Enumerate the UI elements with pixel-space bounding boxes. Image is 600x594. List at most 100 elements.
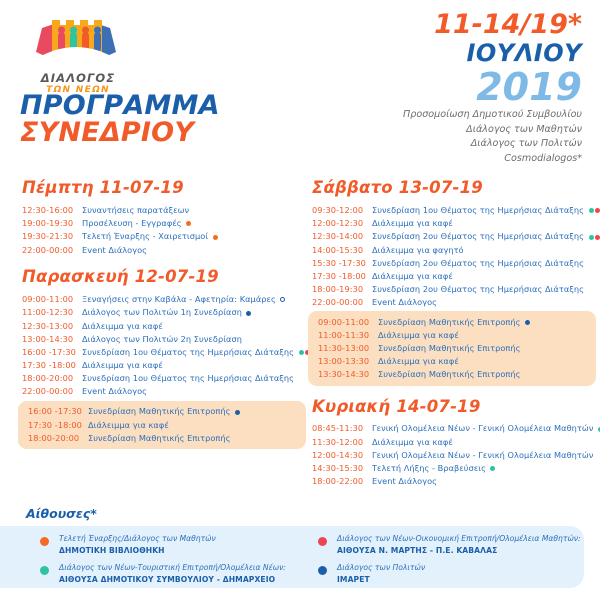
schedule-row-text: Ξεναγήσεις στην Καβάλα - Αφετηρία: Καμάρ… bbox=[82, 293, 276, 304]
marker-dot-red bbox=[595, 208, 600, 213]
schedule-row-text: Διάλειμμα για καφέ bbox=[372, 218, 453, 228]
schedule-row-description: Τελετή Έναρξης - Χαιρετισμοί bbox=[82, 231, 218, 242]
schedule-row[interactable]: 18:00-20:00 Συνεδρίαση 1ου Θέματος της Ημ… bbox=[18, 372, 306, 385]
row-markers bbox=[279, 294, 286, 304]
row-markers bbox=[297, 347, 311, 357]
schedule-row-description: Συνεδρίαση 2ου Θέματος της Ημερήσιας Διά… bbox=[372, 258, 584, 268]
page-header: ΔΙΑΛΟΓΟΣ ΤΩΝ ΝΕΩΝ ΠΡΟΓΡΑΜΜΑ ΣΥΝΕΔΡΙΟΥ 11… bbox=[0, 0, 600, 172]
schedule-row[interactable]: 11:30-13:00 Συνεδρίαση Μαθητικής Επιτροπή… bbox=[308, 342, 590, 355]
schedule-row[interactable]: 17:30 -18:00 Διάλειμμα για καφέ bbox=[18, 418, 300, 431]
schedule-row[interactable]: 17:30 -18:00 Διάλειμμα για καφέ bbox=[308, 269, 596, 282]
schedule-row-time: 18:00-20:00 bbox=[22, 373, 74, 383]
schedule-row[interactable]: 13:30-14:30 Συνεδρίαση Μαθητικής Επιτροπή… bbox=[308, 368, 590, 381]
schedule-row[interactable]: 22:00-00:00 Event Διάλογος bbox=[18, 243, 306, 256]
schedule-row[interactable]: 19:00-19:30 Προσέλευση - Εγγραφές bbox=[18, 216, 306, 230]
schedule-row[interactable]: 22:00-00:00 Event Διάλογος bbox=[18, 385, 306, 398]
event-date-block: 11-14/19* ΙΟΥΛΙΟΥ 2019 bbox=[434, 10, 582, 109]
subtitle-line: Προσομοίωση Δημοτικού Συμβουλίου bbox=[403, 109, 582, 120]
schedule-row-text: Τελετή Λήξης - Βραβεύσεις bbox=[372, 462, 486, 473]
venues-legend-column-left: Τελετή Έναρξης/Διάλογος των Μαθητών ΔΗΜΟΤ… bbox=[0, 526, 300, 588]
schedule-row-description: Ξεναγήσεις στην Καβάλα - Αφετηρία: Καμάρ… bbox=[82, 293, 286, 305]
schedule-row-text: Event Διάλογος bbox=[372, 296, 438, 307]
schedule-row[interactable]: 14:30-15:30 Τελετή Λήξης - Βραβεύσεις bbox=[308, 461, 596, 475]
schedule-row-description: Συνεδρίαση Μαθητικής Επιτροπής bbox=[378, 343, 520, 353]
logo-wordmark-line1: ΔΙΑΛΟΓΟΣ bbox=[40, 71, 116, 85]
schedule-row-text: Διάλειμμα για καφέ bbox=[88, 419, 169, 430]
schedule-row-text: Γενική Ολομέλεια Νέων - Γενική Ολομέλεια… bbox=[372, 449, 594, 460]
schedule-row[interactable]: 08:45-11:30 Γενική Ολομέλεια Νέων - Γενικ… bbox=[308, 422, 600, 436]
schedule-row-text: Τελετή Έναρξης - Χαιρετισμοί bbox=[82, 231, 209, 241]
schedule-row[interactable]: 09:00-11:00 Συνεδρίαση Μαθητικής Επιτροπή… bbox=[308, 315, 590, 329]
schedule-row[interactable]: 12:30-16:00 Συναντήσεις παρατάξεων bbox=[18, 203, 306, 216]
schedule-row[interactable]: 22:00-00:00 Event Διάλογος bbox=[308, 295, 596, 308]
venue-description: Τελετή Έναρξης/Διάλογος των Μαθητών bbox=[59, 534, 216, 543]
schedule-row-text: Συνεδρίαση 2ου Θέματος της Ημερήσιας Διά… bbox=[372, 231, 585, 241]
schedule-row-time: 12:00-14:30 bbox=[312, 449, 364, 460]
schedule-row[interactable]: 15:30 -17:30 Συνεδρίαση 2ου Θέματος της Η… bbox=[308, 256, 596, 269]
schedule-row-time: 16:00 -17:30 bbox=[28, 406, 82, 416]
row-markers bbox=[523, 317, 530, 327]
schedule-row[interactable]: 17:30 -18:00 Διάλειμμα για καφέ bbox=[18, 359, 306, 372]
schedule-row-description: Διάλειμμα για καφέ bbox=[88, 420, 169, 430]
schedule-row-text: Συνεδρίαση Μαθητικής Επιτροπής bbox=[378, 316, 521, 327]
venue-legend-text: Τελετή Έναρξης/Διάλογος των Μαθητών ΔΗΜΟΤ… bbox=[59, 533, 216, 556]
schedule-row-time: 13:00-13:30 bbox=[318, 356, 370, 366]
day-block-sunday: Κυριακή 14-07-19 08:45-11:30 Γενική Ολομέλ… bbox=[308, 396, 600, 488]
schedule-row-time: 11:30-12:00 bbox=[312, 436, 364, 447]
schedule-row[interactable]: 11:30-12:00 Διάλειμμα για καφέ bbox=[308, 435, 596, 448]
schedule-row[interactable]: 14:00-15:30 Διάλειμμα για φαγητό bbox=[308, 243, 596, 256]
schedule-row[interactable]: 09:00-11:00 Ξεναγήσεις στην Καβάλα - Αφετ… bbox=[18, 292, 306, 306]
schedule-row-time: 11:30-13:00 bbox=[318, 343, 370, 353]
schedule-row[interactable]: 12:30-14:00 Συνεδρίαση 2ου Θέματος της Ημ… bbox=[308, 230, 600, 244]
venue-description: Διάλογος των Νέων-Τουριστική Επιτροπή/Ολ… bbox=[59, 563, 286, 572]
schedule-row-text: Διάλειμμα για καφέ bbox=[378, 330, 459, 340]
schedule-row-time: 18:00-20:00 bbox=[28, 432, 80, 443]
marker-dot-teal bbox=[597, 426, 600, 432]
venue-legend-text: Διάλογος των Νέων-Τουριστική Επιτροπή/Ολ… bbox=[59, 562, 286, 585]
schedule-row-time: 12:30-14:00 bbox=[312, 231, 364, 241]
schedule-row[interactable]: 12:00-12:30 Διάλειμμα για καφέ bbox=[308, 217, 596, 230]
schedule-row[interactable]: 18:00-19:30 Συνεδρίαση 2ου Θέματος της Ημ… bbox=[308, 282, 596, 295]
schedule-row[interactable]: 12:00-14:30 Γενική Ολομέλεια Νέων - Γενικ… bbox=[308, 448, 596, 461]
event-year: 2019 bbox=[476, 65, 582, 109]
schedule-row-description: Διάλειμμα για φαγητό bbox=[372, 245, 464, 255]
schedule-row-text: Διάλειμμα για καφέ bbox=[372, 270, 453, 281]
schedule-row-description: Συνεδρίαση 2ου Θέματος της Ημερήσιας Διά… bbox=[372, 231, 600, 242]
schedule-row[interactable]: 11:00-11:30 Διάλειμμα για καφέ bbox=[308, 329, 590, 342]
schedule-row[interactable]: 12:30-13:00 Διάλειμμα για καφέ bbox=[18, 319, 306, 332]
schedule-row-text: Προσέλευση - Εγγραφές bbox=[82, 217, 182, 228]
schedule-row[interactable]: 18:00-20:00 Συνεδρίαση Μαθητικής Επιτροπή… bbox=[18, 431, 300, 444]
schedule-row-description: Γενική Ολομέλεια Νέων - Γενική Ολομέλεια… bbox=[372, 423, 600, 434]
day-highlight-block: 09:00-11:00 Συνεδρίαση Μαθητικής Επιτροπή… bbox=[308, 311, 596, 386]
schedule-column-left: Πέμπτη 11-07-19 12:30-16:00 Συναντήσεις πα… bbox=[18, 178, 311, 449]
day-title: Κυριακή 14-07-19 bbox=[312, 396, 481, 416]
day-title: Σάββατο 13-07-19 bbox=[312, 178, 483, 197]
brand-block: ΔΙΑΛΟΓΟΣ ΤΩΝ ΝΕΩΝ bbox=[22, 8, 222, 96]
schedule-row[interactable]: 09:30-12:00 Συνεδρίαση 1ου Θέματος της Ημ… bbox=[308, 203, 600, 217]
schedule-row[interactable]: 16:00 -17:30 Συνεδρίαση 1ου Θέματος της Η… bbox=[18, 345, 311, 359]
schedule-row[interactable]: 11:00-12:30 Διάλογος των Πολιτών 1η Συνεδ… bbox=[18, 306, 306, 320]
schedule-row-text: Διάλειμμα για καφέ bbox=[378, 356, 459, 366]
schedule-row-text: Συνεδρίαση 1ου Θέματος της Ημερήσιας Διά… bbox=[82, 346, 295, 357]
event-month: ΙΟΥΛΙΟΥ bbox=[466, 39, 582, 67]
venue-name: ΑΙΘΟΥΣΑ ΔΗΜΟΤΙΚΟΥ ΣΥΜΒΟΥΛΙΟΥ - ΔΗΜΑΡΧΕΙΟ bbox=[59, 574, 276, 584]
venue-color-dot-red bbox=[318, 537, 327, 546]
schedule-row[interactable]: 18:00-22:00 Event Διάλογος bbox=[308, 475, 596, 488]
schedule-row-description: Διάλειμμα για καφέ bbox=[372, 218, 453, 228]
schedule-row-time: 09:00-11:00 bbox=[22, 293, 74, 304]
venues-panel bbox=[0, 526, 584, 588]
row-markers bbox=[185, 218, 192, 228]
schedule-row-description: Διάλειμμα για καφέ bbox=[378, 356, 459, 366]
schedule-row[interactable]: 16:00 -17:30 Συνεδρίαση Μαθητικής Επιτροπ… bbox=[18, 405, 300, 419]
dialogos-castle-logo-icon bbox=[28, 8, 124, 70]
schedule-row-time: 17:30 -18:00 bbox=[312, 270, 366, 281]
schedule-row[interactable]: 13:00-14:30 Διάλογος των Πολιτών 2η Συνεδ… bbox=[18, 332, 306, 345]
schedule-row-description: Event Διάλογος bbox=[82, 386, 147, 396]
day-rows: 12:30-16:00 Συναντήσεις παρατάξεων 19:00-1… bbox=[18, 203, 306, 256]
row-markers bbox=[489, 463, 496, 473]
schedule-row-text: Event Διάλογος bbox=[82, 244, 148, 255]
row-markers bbox=[233, 407, 240, 417]
schedule-row[interactable]: 19:30-21:30 Τελετή Έναρξης - Χαιρετισμοί bbox=[18, 230, 306, 244]
marker-dot-teal bbox=[298, 350, 304, 355]
schedule-row[interactable]: 13:00-13:30 Διάλειμμα για καφέ bbox=[308, 355, 590, 368]
